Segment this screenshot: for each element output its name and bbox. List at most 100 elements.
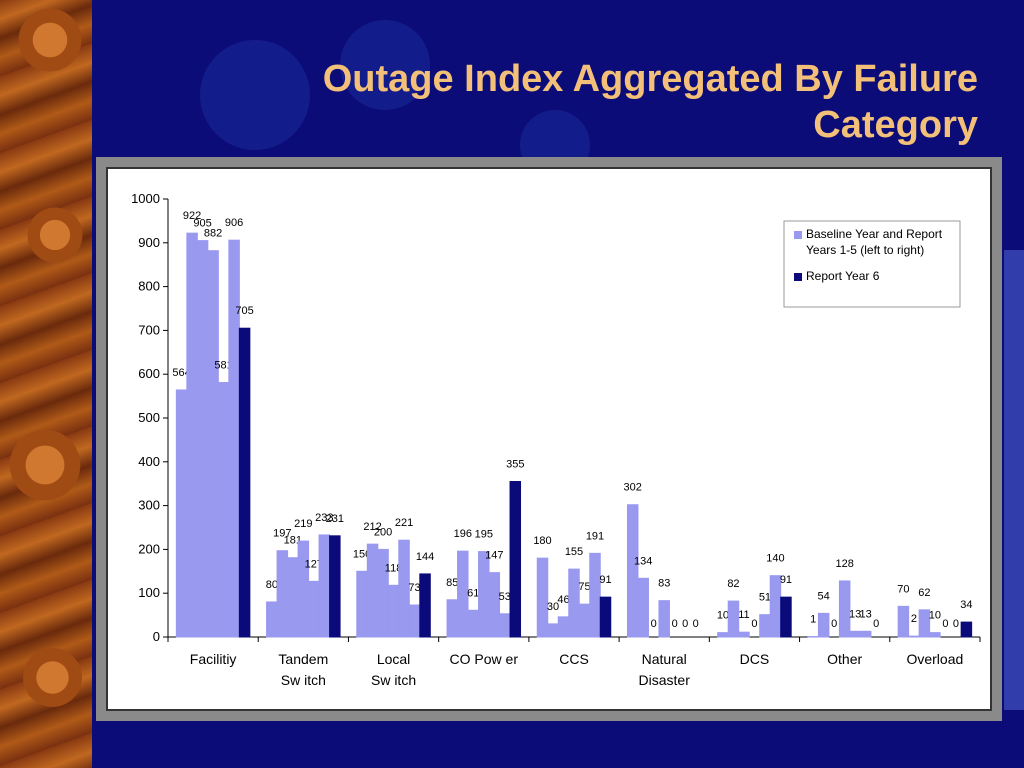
- bar-baseline: [929, 632, 941, 638]
- data-label: 221: [395, 517, 413, 529]
- bar-baseline: [918, 609, 931, 638]
- y-tick-label: 0: [153, 629, 160, 644]
- data-label: 147: [485, 550, 503, 562]
- data-label: 83: [658, 578, 670, 590]
- data-label: 705: [235, 305, 253, 317]
- data-label: 13: [860, 608, 872, 620]
- data-label: 0: [942, 618, 948, 630]
- slide-title-line1: Outage Index Aggregated By Failure: [322, 58, 978, 100]
- bar-baseline: [196, 240, 209, 638]
- data-label: 70: [897, 583, 909, 595]
- bar-baseline: [266, 601, 278, 638]
- data-label: 127: [305, 558, 323, 570]
- data-label: 11: [738, 609, 749, 621]
- bar-baseline: [207, 250, 219, 638]
- bar-baseline: [658, 600, 670, 638]
- decorative-gear-strip: [0, 0, 92, 768]
- data-label: 82: [727, 578, 739, 590]
- data-label: 34: [960, 599, 972, 611]
- data-label: 0: [672, 618, 678, 630]
- bar-baseline: [499, 613, 511, 638]
- x-tick-label: CCS: [559, 651, 589, 667]
- y-tick-label: 300: [138, 498, 160, 513]
- slide-title-line2: Category: [813, 104, 978, 146]
- bar-baseline: [398, 539, 410, 638]
- data-label: 140: [766, 553, 784, 565]
- y-tick-label: 200: [138, 541, 160, 556]
- data-label: 181: [284, 535, 302, 547]
- data-label: 195: [475, 529, 493, 541]
- data-label: 302: [624, 482, 642, 494]
- legend-label-baseline: Baseline Year and Report: [806, 227, 943, 241]
- data-label: 180: [533, 535, 551, 547]
- x-tick-label: Tandem: [278, 651, 328, 667]
- data-label: 134: [634, 555, 652, 567]
- slide-title: Outage Index Aggregated By Failure Categ…: [218, 56, 978, 148]
- data-label: 46: [557, 594, 569, 606]
- data-label: 905: [193, 218, 211, 230]
- x-tick-label: Overload: [906, 651, 963, 667]
- data-label: 191: [586, 530, 604, 542]
- data-label: 61: [467, 587, 479, 599]
- bar-report-year-6: [419, 573, 431, 638]
- data-label: 0: [831, 618, 837, 630]
- legend-box: [783, 220, 961, 308]
- data-label: 219: [294, 518, 312, 530]
- legend-label-baseline-cont: Years 1-5 (left to right): [806, 243, 924, 257]
- data-label: 0: [682, 618, 688, 630]
- bar-baseline: [717, 632, 729, 638]
- data-label: 51: [759, 592, 771, 604]
- x-tick-label: Sw itch: [281, 672, 326, 688]
- chart-panel: 0 100 200 300 400 500 600 700 800 900 1000 Faciliti…: [106, 167, 992, 711]
- outage-index-bar-chart: 01002003004005006007008009001000Faciliti…: [131, 191, 981, 688]
- data-label: 922: [183, 210, 201, 222]
- data-label: 53: [499, 591, 511, 603]
- data-label: 30: [547, 601, 559, 613]
- data-label: 85: [446, 577, 458, 589]
- bar-baseline: [287, 557, 299, 638]
- bar-baseline: [536, 557, 549, 638]
- gear-icon: [0, 420, 90, 510]
- data-label: 906: [225, 217, 243, 229]
- gear-icon: [15, 640, 90, 715]
- x-tick-label: CO Pow er: [450, 651, 519, 667]
- y-tick-label: 800: [138, 279, 160, 294]
- bar-report-year-6: [509, 481, 522, 638]
- bar-baseline: [297, 540, 310, 638]
- data-label: 73: [408, 582, 420, 594]
- data-label: 0: [751, 618, 757, 630]
- data-label: 10: [717, 610, 729, 622]
- data-label: 196: [454, 528, 472, 540]
- y-tick-label: 400: [138, 454, 160, 469]
- y-tick-label: 600: [138, 366, 160, 381]
- y-tick-label: 700: [138, 322, 160, 337]
- data-label: 882: [204, 228, 222, 240]
- bar-baseline: [838, 580, 851, 638]
- x-tick-label: Local: [377, 651, 410, 667]
- bar-baseline: [478, 551, 490, 638]
- bar-baseline: [859, 630, 872, 638]
- data-label: 2: [911, 613, 917, 625]
- bar-baseline: [457, 550, 469, 638]
- bar-baseline: [175, 389, 188, 638]
- bar-baseline: [547, 623, 559, 638]
- y-tick-label: 1000: [131, 191, 160, 206]
- bar-baseline: [488, 572, 501, 638]
- data-label: 54: [818, 590, 830, 602]
- bar-baseline: [578, 603, 591, 638]
- bar-report-year-6: [599, 596, 612, 638]
- data-label: 200: [374, 526, 392, 538]
- data-label: 13: [849, 608, 861, 620]
- bar-report-year-6: [238, 327, 251, 638]
- y-tick-label: 500: [138, 410, 160, 425]
- data-label: 231: [326, 513, 344, 525]
- bar-baseline: [626, 504, 639, 638]
- bar-baseline: [849, 630, 861, 638]
- data-label: 0: [651, 618, 657, 630]
- bar-baseline: [908, 635, 920, 638]
- data-label: 0: [873, 618, 879, 630]
- data-label: 80: [266, 579, 278, 591]
- data-label: 91: [599, 574, 611, 586]
- bar-baseline: [817, 612, 830, 638]
- background-gear-icon: [340, 20, 430, 110]
